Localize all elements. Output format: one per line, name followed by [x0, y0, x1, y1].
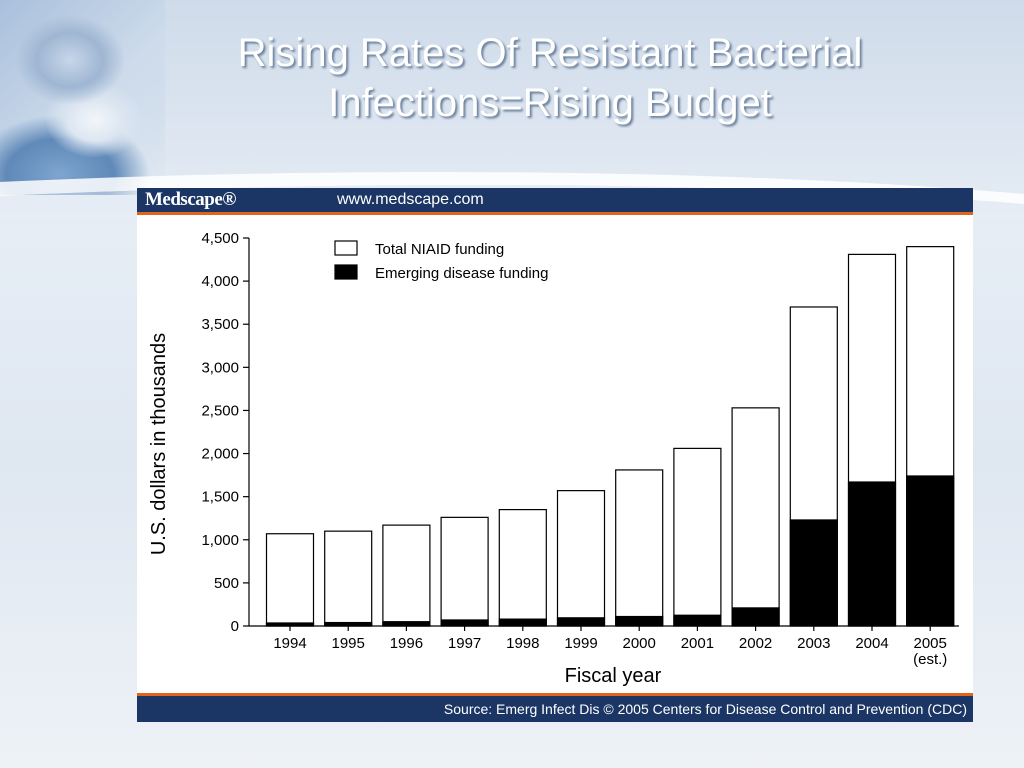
legend-label-emerging: Emerging disease funding	[375, 265, 548, 282]
x-tick-label: 2005	[914, 635, 947, 652]
bar-emerging-1996	[382, 621, 431, 627]
x-tick-label: 2002	[739, 635, 772, 652]
y-tick-label: 500	[214, 575, 239, 592]
x-tick-label: 1997	[448, 635, 481, 652]
bar-total-2001	[673, 447, 722, 627]
legend: Total NIAID funding Emerging disease fun…	[334, 240, 548, 282]
x-tick-label: 1995	[332, 635, 365, 652]
x-axis: 1994 1995 1996 1997 1998 1999 2000 2001 2002 2003…	[249, 625, 959, 668]
legend-label-total: Total NIAID funding	[375, 241, 504, 258]
y-tick-label: 0	[231, 618, 239, 635]
bar-emerging-2005	[906, 475, 955, 627]
x-tick-label: 2003	[797, 635, 830, 652]
y-tick-label: 2,500	[201, 402, 239, 419]
x-tick-sublabel: (est.)	[913, 651, 947, 668]
chart-frame: Medscape® www.medscape.com 0 500 1,000 1,50…	[137, 188, 973, 722]
title-line-2: Infections=Rising Budget	[328, 81, 772, 125]
y-axis: 0 500 1,000 1,500 2,000 2,500 3,000 3,500 4,000 4…	[201, 230, 250, 635]
legend-swatch-emerging	[334, 264, 358, 280]
surgeon-photo	[0, 0, 165, 195]
medscape-logo: Medscape®	[145, 189, 236, 210]
y-tick-label: 3,500	[201, 316, 239, 333]
bar-total-1997	[440, 516, 489, 627]
bar-total-1995	[324, 530, 373, 627]
bar-emerging-1997	[440, 619, 489, 627]
y-axis-title: U.S. dollars in thousands	[148, 333, 170, 555]
bar-emerging-2004	[847, 481, 897, 627]
bar-total-1996	[382, 524, 431, 627]
bar-emerging-2001	[673, 614, 722, 627]
x-tick-label: 1999	[564, 635, 597, 652]
x-tick-label: 2001	[681, 635, 714, 652]
bar-emerging-1999	[556, 617, 606, 627]
x-tick-label: 1994	[273, 635, 306, 652]
legend-swatch-total	[334, 240, 358, 256]
title-line-1: Rising Rates Of Resistant Bacterial	[237, 31, 863, 75]
x-tick-label: 2004	[855, 635, 888, 652]
site-url: www.medscape.com	[337, 191, 484, 208]
y-tick-label: 3,000	[201, 359, 239, 376]
bar-total-1994	[265, 533, 315, 627]
chart-footer: Source: Emerg Infect Dis © 2005 Centers …	[137, 693, 973, 722]
slide-title: Rising Rates Of Resistant Bacterial Infe…	[120, 28, 980, 128]
bar-total-1998	[498, 509, 547, 627]
source-credit: Source: Emerg Infect Dis © 2005 Centers …	[443, 701, 967, 717]
bars-group	[265, 246, 955, 627]
bar-emerging-2002	[731, 607, 780, 627]
bar-emerging-2000	[615, 615, 664, 627]
y-tick-label: 4,000	[201, 273, 239, 290]
bar-total-1999	[556, 490, 606, 627]
y-tick-label: 2,000	[201, 446, 239, 463]
y-tick-label: 1,000	[201, 532, 239, 549]
x-tick-label: 2000	[623, 635, 656, 652]
bar-emerging-2003	[789, 519, 838, 627]
bar-total-2000	[615, 469, 664, 627]
y-tick-label: 1,500	[201, 489, 239, 506]
chart-header: Medscape® www.medscape.com	[137, 188, 973, 215]
bar-chart: 0 500 1,000 1,500 2,000 2,500 3,000 3,500 4,000 4…	[148, 230, 959, 687]
bar-emerging-1998	[498, 618, 547, 627]
x-tick-label: 1998	[506, 635, 539, 652]
x-axis-title: Fiscal year	[565, 665, 662, 687]
bar-total-2002	[731, 407, 780, 627]
x-tick-label: 1996	[390, 635, 423, 652]
y-tick-label: 4,500	[201, 230, 239, 247]
